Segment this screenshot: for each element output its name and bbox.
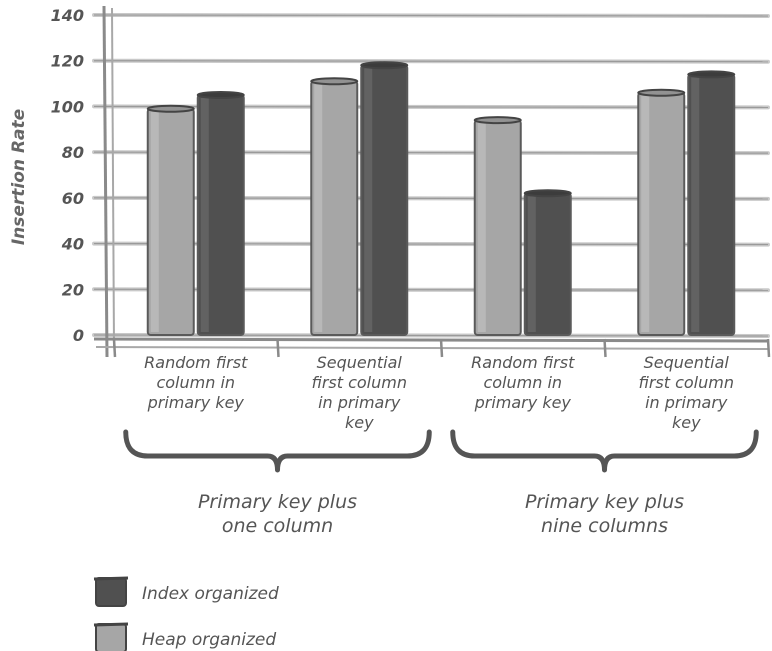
x-axis-line	[93, 337, 769, 343]
y-tick-label: 40	[61, 235, 84, 254]
category-label: in primary	[645, 393, 728, 412]
y-tick-label: 60	[62, 189, 84, 208]
group-label: Primary key plus	[198, 491, 357, 513]
group-bracket	[123, 429, 432, 473]
category-label: in primary	[318, 393, 401, 412]
legend-label: Index organized	[142, 584, 279, 604]
bar-highlight	[200, 98, 209, 332]
category-label: primary key	[474, 393, 572, 412]
x-axis-tick	[276, 338, 280, 358]
bar-top	[196, 91, 245, 99]
x-axis-line-inner	[95, 346, 769, 350]
y-tick-label: 100	[51, 97, 84, 116]
category-label: key	[672, 413, 701, 432]
y-tick-label: 140	[51, 6, 84, 25]
y-tick-labels: 0 20 40 60 80 100 120 140	[51, 6, 84, 345]
axes	[93, 5, 771, 358]
x-axis-tick	[766, 338, 771, 358]
group-label: Primary key plus	[525, 491, 684, 513]
legend-swatch-edge	[93, 576, 129, 581]
category-label: primary key	[147, 393, 245, 412]
bar-top	[310, 77, 359, 86]
category-label: first column	[638, 373, 734, 392]
bar-top	[360, 61, 409, 70]
bar-highlight	[477, 123, 486, 333]
bars	[146, 61, 736, 337]
bar-top	[637, 88, 686, 97]
bar-top	[687, 70, 736, 79]
bar-top	[473, 116, 522, 125]
category-label: column in	[483, 373, 562, 392]
bar-highlight	[691, 77, 700, 332]
y-axis-line-inner	[111, 7, 115, 348]
group-label: nine columns	[541, 515, 668, 537]
y-axis-line	[102, 5, 109, 358]
x-axis-tick	[112, 338, 117, 358]
y-axis-label: Insertion Rate	[9, 109, 29, 245]
x-axis-tick	[603, 338, 607, 358]
category-label: Sequential	[644, 353, 730, 372]
gridline-edge	[93, 14, 769, 17]
y-tick-label: 120	[51, 52, 84, 71]
bar-highlight	[150, 111, 159, 332]
legend-swatch	[95, 623, 127, 651]
legend-swatch	[95, 577, 127, 607]
bar-highlight	[364, 68, 373, 333]
legend-label: Heap organized	[142, 630, 276, 650]
category-label: first column	[311, 373, 407, 392]
legend-swatch-edge	[93, 622, 129, 627]
bar-highlight	[314, 84, 323, 333]
group-label: one column	[222, 515, 333, 537]
bar-top	[146, 104, 195, 113]
category-label: key	[345, 413, 374, 432]
category-label: Sequential	[317, 353, 403, 372]
bar-highlight	[641, 95, 650, 332]
y-tick-label: 80	[62, 143, 84, 162]
y-tick-label: 20	[62, 280, 84, 299]
category-label: column in	[156, 373, 235, 392]
x-axis-tick	[439, 338, 444, 358]
gridline-edge	[93, 60, 769, 63]
bar-highlight	[527, 196, 536, 332]
category-label: Random first	[471, 353, 575, 372]
y-tick-label: 0	[73, 326, 84, 345]
category-label: Random first	[144, 353, 248, 372]
bar-top	[523, 189, 572, 198]
legend: Index organized Heap organized	[93, 576, 279, 651]
group-bracket	[450, 429, 759, 473]
